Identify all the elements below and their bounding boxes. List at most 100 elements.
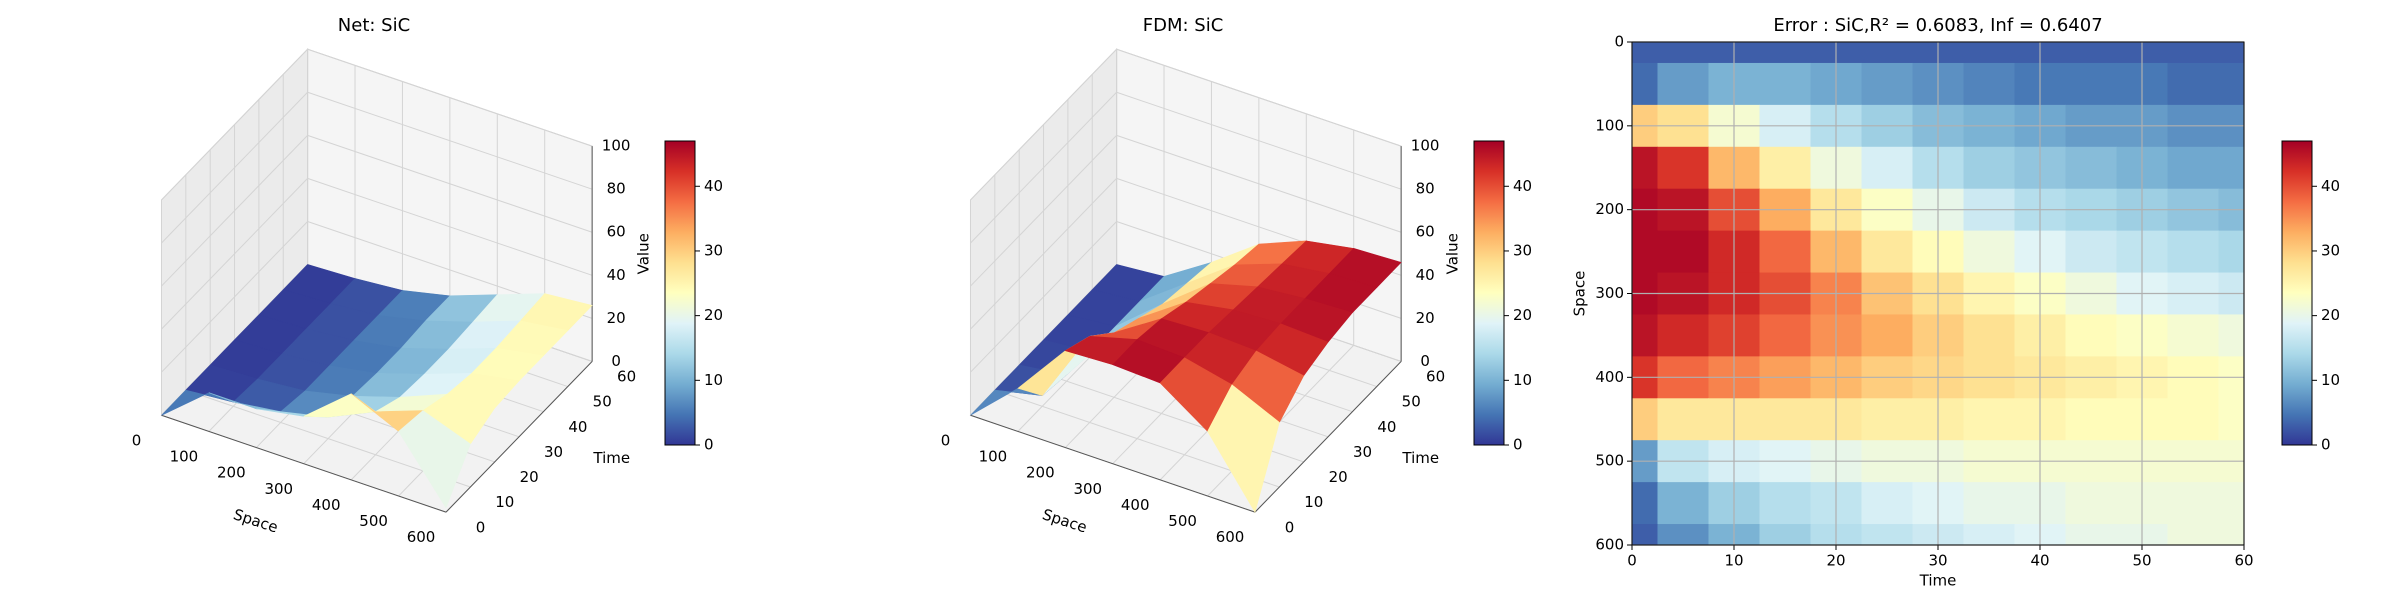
- axis-line: [970, 414, 1256, 513]
- z-tick-label: 100: [602, 137, 631, 155]
- heatmap-cell: [2218, 314, 2244, 357]
- heatmap-cell: [2065, 482, 2117, 525]
- grid-line: [307, 91, 593, 190]
- y-axis-label: Time: [592, 449, 630, 467]
- grid-line: [970, 91, 1117, 244]
- z-axis-label: Value: [635, 233, 653, 274]
- axis-line: [161, 414, 447, 513]
- plot-frame: [1631, 41, 2245, 546]
- y-tick-label: 600: [1595, 536, 1624, 554]
- y-tick-label: 40: [1377, 418, 1396, 436]
- heatmap-cell: [1963, 524, 2015, 545]
- heatmap-cell: [2065, 146, 2117, 190]
- z-tick-label: 80: [1416, 180, 1435, 198]
- x-tick-label: 200: [217, 464, 246, 482]
- colorbar-tick-label: 0: [704, 436, 714, 454]
- colorbar-tick-label: 20: [2321, 306, 2340, 324]
- x-tick-label: 400: [1121, 496, 1150, 514]
- x-tick-label: 0: [1627, 552, 1637, 570]
- colorbar-tick-label: 20: [704, 306, 723, 324]
- heatmap-cell: [2065, 524, 2117, 545]
- axis-line: [1254, 361, 1402, 513]
- grid-line: [161, 48, 308, 201]
- x-tick-label: 300: [1073, 480, 1102, 498]
- heatmap-cell: [1861, 230, 1913, 274]
- y-tick-label: 50: [593, 393, 612, 411]
- heatmap-cell: [1861, 62, 1913, 106]
- heatmap-cell: [2167, 146, 2219, 190]
- heatmap-cell: [2167, 42, 2219, 64]
- heatmap-cell: [1759, 482, 1811, 525]
- heatmap-cell: [2167, 62, 2219, 106]
- heatmap-cell: [1632, 146, 1658, 190]
- y-tick-label: 10: [1304, 493, 1323, 511]
- heatmap-cell: [1861, 146, 1913, 190]
- x-tick-label: 100: [979, 448, 1008, 466]
- z-tick-label: 100: [1411, 137, 1440, 155]
- chart-title: Net: SiC: [338, 15, 410, 36]
- heatmap-cell: [1963, 482, 2015, 525]
- heatmap-cell: [2167, 314, 2219, 357]
- grid-line: [970, 221, 1117, 373]
- heatmap-cell: [1861, 482, 1913, 525]
- heatmap-cell: [1963, 62, 2015, 106]
- grid-line: [970, 178, 1117, 330]
- x-tick-label: 0: [941, 431, 951, 449]
- y-tick-label: 500: [1595, 452, 1624, 470]
- x-tick-label: 30: [1928, 552, 1947, 570]
- heatmap-cell: [1759, 398, 1811, 441]
- grid-line: [307, 134, 593, 233]
- grid-line: [970, 134, 1117, 287]
- y-tick-label: 20: [1329, 468, 1348, 486]
- chart-title: FDM: SiC: [1143, 15, 1224, 36]
- heatmap-cell: [1632, 230, 1658, 274]
- z-tick-label: 0: [1420, 352, 1430, 370]
- z-tick-label: 20: [1416, 309, 1435, 327]
- grid-line: [1116, 134, 1402, 233]
- heatmap-cell: [1657, 42, 1709, 64]
- colorbar-tick-label: 30: [1513, 241, 1532, 259]
- heatmap-cell: [1861, 524, 1913, 545]
- y-tick-label: 60: [617, 368, 636, 386]
- heatmap-cell: [1657, 230, 1709, 274]
- colorbar: [664, 140, 696, 446]
- grid-line: [1116, 91, 1402, 190]
- heatmap-cell: [1657, 524, 1709, 545]
- heatmap-cell: [1759, 524, 1811, 545]
- colorbar: [1473, 140, 1505, 446]
- heatmap-cell: [1632, 314, 1658, 357]
- heatmap-cell: [2167, 524, 2219, 545]
- heatmap-cell: [1657, 62, 1709, 106]
- heatmap-cell: [1759, 146, 1811, 190]
- heatmap-cell: [1759, 42, 1811, 64]
- grid-line: [161, 134, 308, 287]
- heatmap-cell: [1861, 314, 1913, 357]
- chart-title: Error : SiC,R² = 0.6083, Inf = 0.6407: [1773, 15, 2102, 36]
- grid-line: [161, 178, 308, 330]
- heatmap-cell: [2167, 230, 2219, 274]
- z-tick-label: 20: [607, 309, 626, 327]
- heatmap-cell: [1632, 482, 1658, 525]
- z-tick-label: 80: [607, 180, 626, 198]
- y-tick-label: 60: [1426, 368, 1445, 386]
- x-tick-label: 200: [1026, 464, 1055, 482]
- z-tick-label: 0: [611, 352, 621, 370]
- z-tick-label: 60: [607, 223, 626, 241]
- x-axis-label: Space: [1040, 505, 1089, 536]
- heatmap-cell: [2167, 482, 2219, 525]
- heatmap-cell: [2065, 398, 2117, 441]
- y-tick-label: 200: [1595, 200, 1624, 218]
- y-tick-label: 10: [495, 493, 514, 511]
- grid-line: [161, 221, 308, 373]
- z-tick-label: 40: [607, 266, 626, 284]
- y-tick-label: 0: [1285, 518, 1295, 536]
- heatmap-cell: [2218, 398, 2244, 441]
- heatmap-cell: [1861, 42, 1913, 64]
- y-tick-label: 0: [476, 518, 486, 536]
- heatmap-cell: [2218, 62, 2244, 106]
- y-tick-label: 50: [1402, 393, 1421, 411]
- x-tick-label: 600: [407, 528, 436, 546]
- x-tick-label: 0: [132, 431, 142, 449]
- y-tick-label: 100: [1595, 116, 1624, 134]
- heatmap-cell: [2218, 230, 2244, 274]
